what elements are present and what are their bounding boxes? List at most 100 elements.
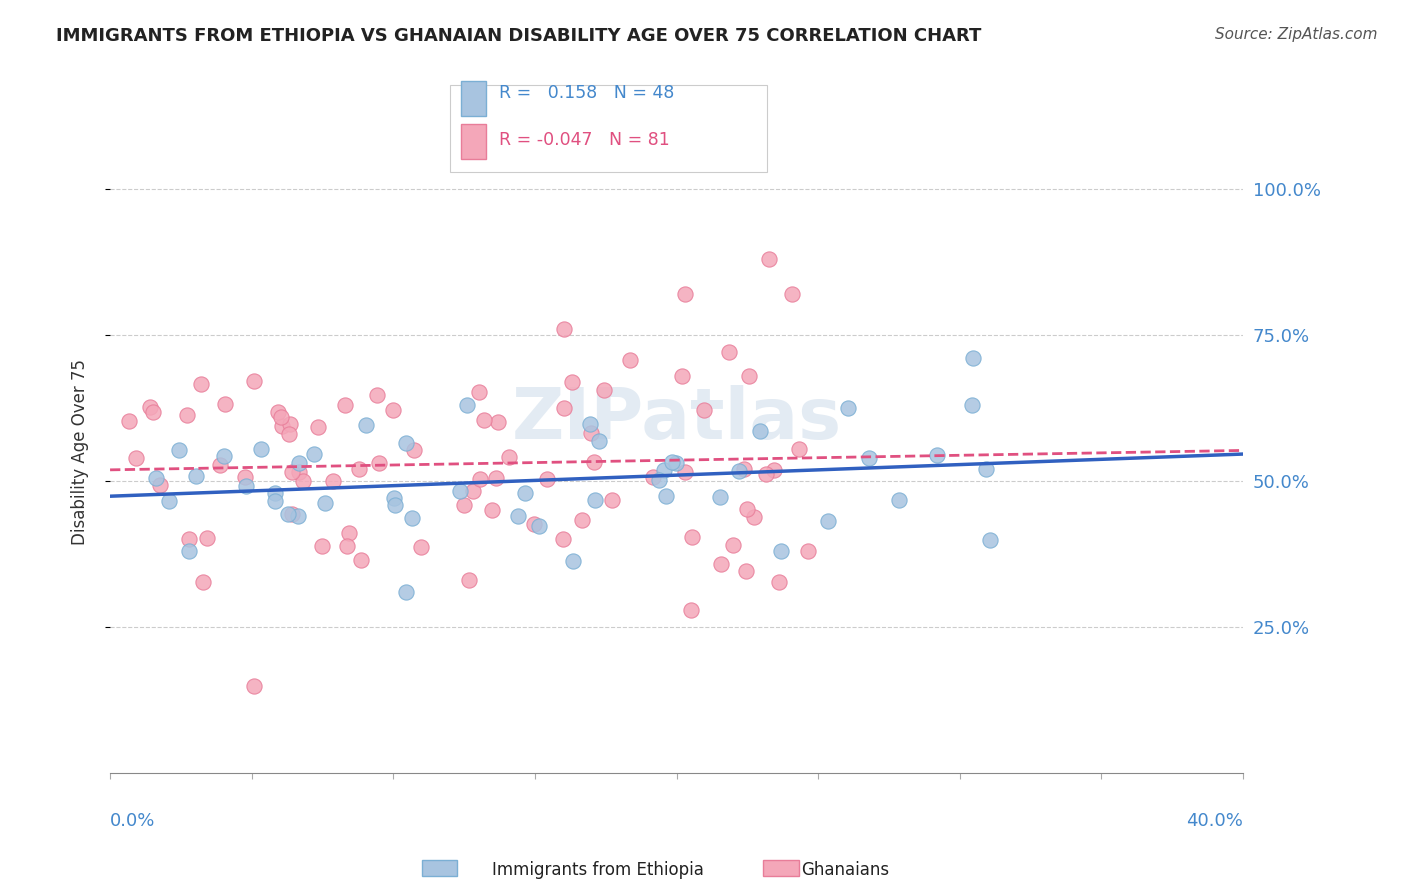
Point [721,538,744,552]
Point [197,531,219,545]
Point [235,478,257,492]
Point [579,426,602,441]
Point [214,397,236,411]
Point [962,351,984,366]
Point [583,492,606,507]
Point [336,539,359,553]
Point [571,513,593,527]
Text: ZIPatlas: ZIPatlas [512,385,842,454]
Point [453,498,475,512]
Point [267,405,290,419]
Point [588,434,610,448]
Point [278,426,301,441]
Point [382,491,405,505]
Point [157,493,180,508]
Point [212,450,235,464]
Point [190,376,212,391]
Point [366,387,388,401]
Point [288,456,311,470]
Point [314,496,336,510]
Point [738,369,761,384]
Text: Ghanaians: Ghanaians [801,861,890,879]
Point [887,492,910,507]
Point [302,447,325,461]
Point [125,450,148,465]
Point [485,471,508,485]
Point [139,401,162,415]
Point [755,467,778,482]
Point [671,368,693,383]
Point [506,508,529,523]
Point [562,554,585,568]
Point [461,483,484,498]
Point [468,472,491,486]
Point [322,474,344,488]
FancyBboxPatch shape [461,124,486,160]
Point [280,417,302,431]
Point [665,456,688,470]
Point [837,401,859,415]
Point [191,574,214,589]
Point [513,486,536,500]
Point [523,517,546,532]
Point [354,418,377,433]
Point [710,558,733,572]
Point [394,435,416,450]
Point [307,419,329,434]
Point [347,462,370,476]
Point [337,526,360,541]
Point [536,472,558,486]
Point [681,530,703,544]
Point [979,533,1001,547]
Point [655,489,678,503]
Point [770,544,793,558]
Point [693,403,716,417]
Point [395,585,418,599]
Point [242,374,264,388]
Point [264,493,287,508]
FancyBboxPatch shape [450,86,768,172]
Point [553,401,575,416]
Point [749,424,772,438]
Point [458,573,481,587]
Point [456,398,478,412]
Point [661,455,683,469]
Point [208,458,231,472]
Point [288,465,311,479]
Text: R = -0.047   N = 81: R = -0.047 N = 81 [499,131,669,149]
Text: 0.0%: 0.0% [110,812,156,830]
Point [553,322,575,336]
Point [149,477,172,491]
Point [277,508,299,522]
Point [787,442,810,456]
Point [758,252,780,266]
Point [270,409,292,424]
Point [145,471,167,485]
Point [673,287,696,301]
Point [551,532,574,546]
Point [141,405,163,419]
Point [177,532,200,546]
Point [402,443,425,458]
Point [401,510,423,524]
Point [735,564,758,578]
Point [467,385,489,400]
Point [167,443,190,458]
Point [641,470,664,484]
Point [368,456,391,470]
Point [561,375,583,389]
Point [292,474,315,488]
Text: Source: ZipAtlas.com: Source: ZipAtlas.com [1215,27,1378,42]
FancyBboxPatch shape [461,81,486,116]
Point [735,502,758,516]
Point [333,398,356,412]
Point [780,287,803,301]
Point [858,450,880,465]
Point [264,486,287,500]
Point [481,503,503,517]
Point [728,464,751,478]
Point [384,498,406,512]
Point [733,462,755,476]
Point [797,544,820,558]
Point [409,540,432,554]
